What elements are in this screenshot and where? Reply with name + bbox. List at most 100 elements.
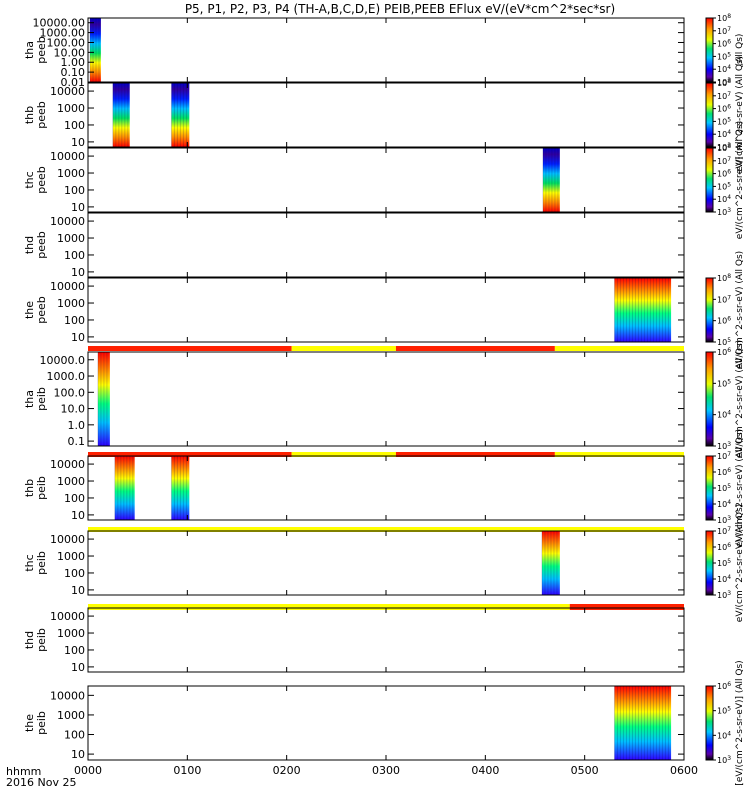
colorbar bbox=[705, 351, 714, 447]
y-tick-label: 100 bbox=[64, 567, 85, 580]
panel-frame bbox=[87, 147, 685, 213]
colorbar-tick-label: 106 bbox=[717, 681, 731, 691]
y-tick-label: 1000.00 bbox=[40, 27, 86, 40]
colorbar-tick-label: 104 bbox=[717, 499, 731, 509]
panel-product-label: peeb bbox=[35, 231, 48, 259]
y-tick-label: 0.1 bbox=[68, 435, 86, 448]
y-tick-label: 10 bbox=[71, 748, 85, 761]
x-title-date: 2016 Nov 25 bbox=[6, 776, 76, 789]
colorbar-tick-label: 105 bbox=[717, 51, 731, 61]
y-tick-label: 100 bbox=[64, 184, 85, 197]
y-tick-label: 10 bbox=[71, 266, 85, 279]
colorbar bbox=[705, 277, 714, 343]
colorbar bbox=[705, 17, 714, 83]
y-tick-label: 0.10 bbox=[61, 66, 86, 79]
colorbar-tick-label: 105 bbox=[717, 116, 731, 126]
colorbar-tick-label: 108 bbox=[717, 13, 731, 23]
colorbar-tick-label: 107 bbox=[717, 451, 731, 461]
panel-probe-label: thb bbox=[23, 106, 36, 124]
y-tick-label: 1000 bbox=[57, 167, 85, 180]
panel-product-label: peeb bbox=[35, 166, 48, 194]
panel-product-label: peib bbox=[35, 476, 48, 500]
colorbar-tick-label: 107 bbox=[717, 26, 731, 36]
colorbar bbox=[705, 530, 714, 596]
y-tick-label: 10.0 bbox=[61, 403, 86, 416]
colorbar-tick-label: 105 bbox=[717, 181, 731, 191]
x-tick-label: 0100 bbox=[173, 764, 201, 777]
x-tick-label: 0000 bbox=[74, 764, 102, 777]
colorbar-label: eV/(cm^2-s-sr-eV) (All Qs) bbox=[735, 121, 745, 239]
colorbar-tick-label: 105 bbox=[717, 483, 731, 493]
colorbar-tick-label: 106 bbox=[717, 316, 731, 326]
colorbar-tick-label: 107 bbox=[717, 526, 731, 536]
panel-product-label: peeb bbox=[35, 36, 48, 64]
mode-bar-segment bbox=[569, 604, 684, 610]
spectrogram-block bbox=[542, 148, 560, 212]
colorbar-label: eV/(cm^2-s-sr-eV) (All Qs) bbox=[735, 56, 745, 174]
spectrogram-block bbox=[171, 456, 190, 520]
panel-probe-label: thd bbox=[23, 236, 36, 254]
y-tick-label: 10000 bbox=[50, 280, 85, 293]
y-tick-label: 0.01 bbox=[61, 76, 86, 89]
spectrogram-block bbox=[97, 352, 110, 446]
colorbar bbox=[705, 147, 714, 213]
colorbar-tick-label: 103 bbox=[717, 590, 731, 600]
panel-frame bbox=[87, 212, 685, 278]
y-tick-label: 10 bbox=[71, 201, 85, 214]
colorbar-tick-label: 103 bbox=[717, 207, 731, 217]
x-tick-label: 0400 bbox=[471, 764, 499, 777]
panel-probe-label: tha bbox=[23, 390, 36, 408]
colorbar-tick-label: 105 bbox=[717, 706, 731, 716]
x-tick-label: 0600 bbox=[670, 764, 698, 777]
spectrogram-block bbox=[541, 531, 560, 595]
spectrogram-block bbox=[614, 278, 672, 342]
y-tick-label: 10.00 bbox=[54, 46, 86, 59]
panel-frame bbox=[87, 351, 685, 447]
spectrogram-block bbox=[114, 456, 135, 520]
y-tick-label: 100.00 bbox=[47, 36, 86, 49]
y-tick-label: 1000 bbox=[57, 550, 85, 563]
colorbar-tick-label: 106 bbox=[717, 39, 731, 49]
panel-product-label: peib bbox=[35, 628, 48, 652]
x-tick-label: 0200 bbox=[273, 764, 301, 777]
panel-frame bbox=[87, 277, 685, 343]
y-tick-label: 1000 bbox=[57, 232, 85, 245]
y-tick-label: 10000 bbox=[50, 610, 85, 623]
panel-product-label: peeb bbox=[35, 101, 48, 129]
colorbar-tick-label: 103 bbox=[717, 441, 731, 451]
spectrogram-block bbox=[112, 83, 130, 147]
colorbar-tick-label: 103 bbox=[717, 515, 731, 525]
colorbar-label: eV/(cm^2-s-sr-eV) (All Qs) bbox=[735, 340, 745, 458]
y-tick-label: 1000.0 bbox=[47, 370, 86, 383]
colorbar-tick-label: 105 bbox=[717, 337, 731, 347]
panel-probe-label: thb bbox=[23, 479, 36, 497]
y-tick-label: 1000 bbox=[57, 709, 85, 722]
colorbar-label: eV/(cm^2-s-sr-eV) (All Qs) bbox=[735, 504, 745, 622]
mode-bar-segment bbox=[554, 346, 684, 351]
y-tick-label: 100 bbox=[64, 314, 85, 327]
mode-bar-segment bbox=[395, 346, 555, 351]
colorbar-tick-label: 107 bbox=[717, 294, 731, 304]
mode-bar-segment bbox=[88, 452, 292, 457]
colorbar-tick-label: 108 bbox=[717, 143, 731, 153]
y-tick-label: 1.0 bbox=[68, 419, 86, 432]
y-tick-label: 10 bbox=[71, 331, 85, 344]
x-title-hhmm: hhmm bbox=[6, 765, 41, 778]
y-tick-label: 100 bbox=[64, 249, 85, 262]
colorbar-tick-label: 104 bbox=[717, 129, 731, 139]
colorbar-tick-label: 103 bbox=[717, 77, 731, 87]
y-tick-label: 1000 bbox=[57, 297, 85, 310]
colorbar-tick-label: 108 bbox=[717, 78, 731, 88]
colorbar-tick-label: 104 bbox=[717, 410, 731, 420]
panel-probe-label: thc bbox=[23, 554, 36, 571]
panel-probe-label: thc bbox=[23, 171, 36, 188]
y-tick-label: 1.00 bbox=[61, 56, 86, 69]
colorbar-tick-label: 106 bbox=[717, 104, 731, 114]
panel-product-label: peib bbox=[35, 387, 48, 411]
colorbar-tick-label: 104 bbox=[717, 730, 731, 740]
colorbar-tick-label: 105 bbox=[717, 558, 731, 568]
colorbar-tick-label: 104 bbox=[717, 194, 731, 204]
panel-product-label: peeb bbox=[35, 296, 48, 324]
mode-bar-segment bbox=[395, 452, 555, 457]
panel-frame bbox=[87, 607, 685, 673]
